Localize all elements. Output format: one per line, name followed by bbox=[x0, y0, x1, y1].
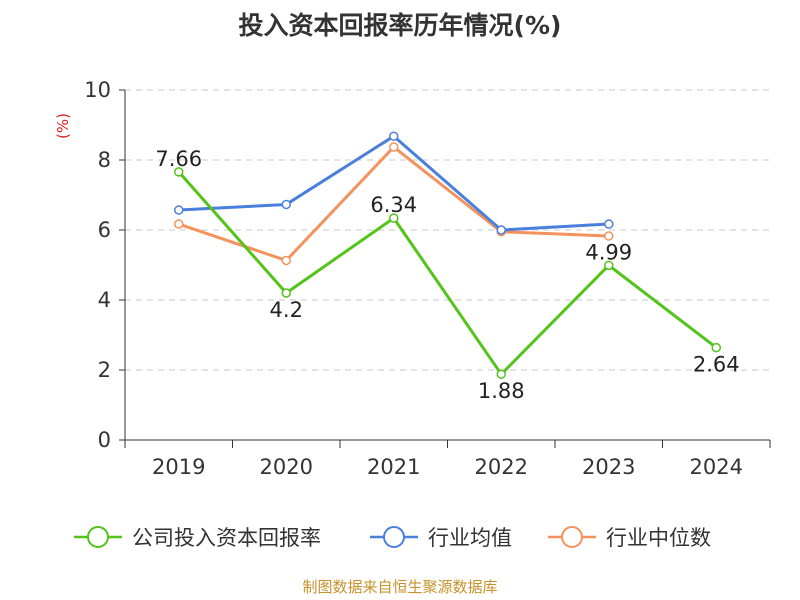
y-tick-label: 8 bbox=[98, 148, 111, 172]
legend-marker bbox=[87, 526, 109, 548]
data-point bbox=[604, 231, 614, 241]
y-tick-label: 2 bbox=[98, 358, 111, 382]
series-line bbox=[177, 170, 718, 376]
y-tick-label: 0 bbox=[98, 428, 111, 452]
x-tick-label: 2019 bbox=[152, 455, 205, 479]
data-point bbox=[174, 167, 184, 177]
y-tick-label: 6 bbox=[98, 218, 111, 242]
data-point bbox=[174, 219, 184, 229]
data-point bbox=[174, 205, 184, 215]
legend: 公司投入资本回报率 行业均值 行业中位数 bbox=[74, 526, 711, 550]
legend-item[interactable]: 行业均值 bbox=[370, 526, 512, 550]
x-tick-label: 2024 bbox=[690, 455, 743, 479]
data-label: 4.99 bbox=[585, 240, 632, 264]
data-label: 6.34 bbox=[370, 193, 417, 217]
legend-item[interactable]: 公司投入资本回报率 bbox=[74, 526, 321, 550]
x-tick-label: 2020 bbox=[260, 455, 313, 479]
data-label: 2.64 bbox=[693, 353, 740, 377]
data-label: 7.66 bbox=[155, 147, 202, 171]
chart-title: 投入资本回报率历年情况(%) bbox=[239, 11, 562, 40]
data-point bbox=[281, 199, 291, 210]
legend-marker bbox=[561, 526, 583, 548]
source-note: 制图数据来自恒生聚源数据库 bbox=[302, 578, 497, 596]
legend-item[interactable]: 行业中位数 bbox=[548, 526, 711, 550]
data-point bbox=[711, 342, 721, 353]
grid-lines bbox=[125, 89, 770, 371]
series-0 bbox=[174, 167, 721, 379]
data-point bbox=[496, 369, 506, 379]
data-point bbox=[281, 288, 291, 298]
legend-marker bbox=[383, 526, 405, 548]
x-tick-label: 2022 bbox=[475, 455, 528, 479]
x-tick-label: 2023 bbox=[582, 455, 635, 479]
y-tick-label: 10 bbox=[84, 78, 111, 102]
data-label: 1.88 bbox=[478, 379, 525, 403]
data-point bbox=[389, 213, 399, 223]
y-tick-label: 4 bbox=[98, 288, 111, 312]
series-layer bbox=[174, 131, 721, 379]
data-point bbox=[604, 219, 614, 229]
data-point bbox=[281, 255, 291, 266]
y-axis-label: (%) bbox=[54, 113, 72, 139]
data-point bbox=[604, 260, 614, 271]
series-1 bbox=[174, 131, 614, 235]
data-point bbox=[496, 225, 506, 235]
legend-label: 公司投入资本回报率 bbox=[132, 526, 321, 550]
data-point bbox=[389, 131, 399, 141]
legend-label: 行业均值 bbox=[428, 526, 512, 550]
x-tick-label: 2021 bbox=[367, 455, 420, 479]
data-point bbox=[389, 142, 399, 152]
data-labels: 7.66 4.2 6.34 1.88 4.99 2.64 bbox=[155, 147, 739, 403]
data-label: 4.2 bbox=[270, 298, 303, 322]
axes: 0 2 4 6 8 10 2019 2020 2021 2022 2023 2024 bbox=[84, 78, 771, 479]
legend-label: 行业中位数 bbox=[606, 526, 711, 550]
